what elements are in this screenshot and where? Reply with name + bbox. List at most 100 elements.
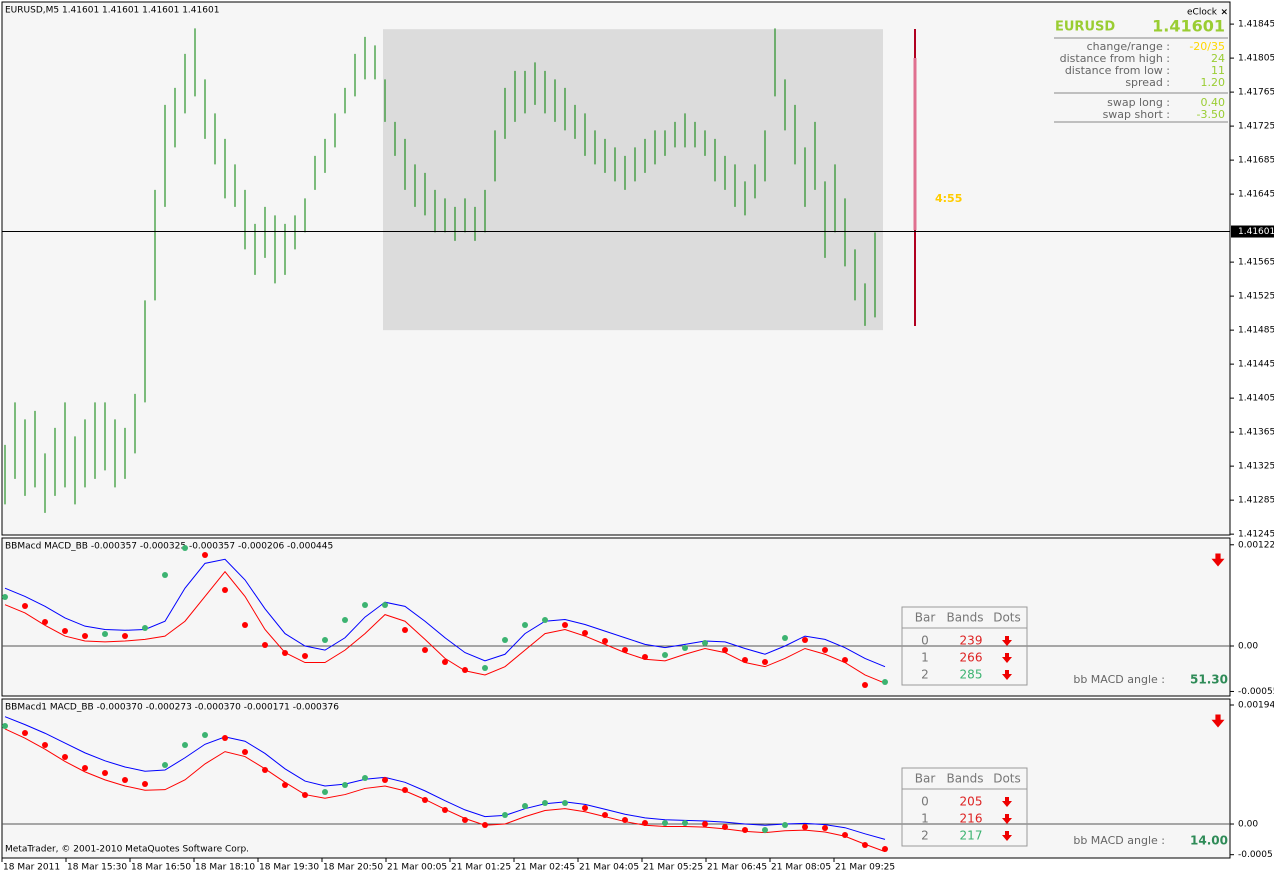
macd-dot (242, 622, 248, 629)
eclock-label: distance from high : (1060, 52, 1170, 65)
x-tick-label: 18 Mar 19:30 (259, 863, 319, 873)
table-bands: 217 (960, 829, 983, 843)
macd-dot (522, 803, 528, 810)
macd-dot (462, 666, 468, 673)
signal-arrow (1211, 553, 1225, 567)
y-tick-label: 0.001225 (1238, 540, 1274, 550)
table-header: Bands (946, 611, 983, 625)
macd-dot (682, 820, 688, 827)
x-tick-label: 18 Mar 20:50 (323, 863, 383, 873)
macd-dot (122, 777, 128, 784)
macd-dot (142, 781, 148, 788)
y-tick-label: -0.00055 (1238, 687, 1274, 697)
macd-dot (862, 841, 868, 848)
macd-dot (162, 762, 168, 769)
macd-dot (762, 827, 768, 834)
eclock-close[interactable]: × (1220, 8, 1228, 18)
x-tick-label: 21 Mar 00:05 (387, 863, 447, 873)
macd-dot (662, 652, 668, 659)
macd-dot (142, 624, 148, 631)
table-bar: 1 (921, 651, 929, 665)
macd-dot (462, 817, 468, 824)
upper-band (4, 716, 886, 840)
macd-dot (562, 800, 568, 807)
signal-arrow (1211, 714, 1225, 728)
macd-dot (82, 633, 88, 640)
macd-dot (762, 659, 768, 666)
macd-dot (102, 770, 108, 777)
macd-dot (122, 633, 128, 640)
macd-dot (822, 646, 828, 653)
macd-dot (342, 616, 348, 623)
eclock-label: distance from low : (1065, 64, 1170, 77)
upper-band (4, 558, 886, 668)
table-header: Dots (993, 772, 1021, 786)
x-tick-label: 21 Mar 06:45 (707, 863, 767, 873)
eclock-value: 24 (1211, 52, 1225, 65)
macd-dot (742, 656, 748, 663)
x-tick-label: 21 Mar 08:05 (771, 863, 831, 873)
y-tick-label: -0.0005 (1238, 850, 1273, 860)
macd-dot (362, 775, 368, 782)
macd-dot (702, 640, 708, 647)
signal-table (901, 606, 1028, 686)
dots-arrow (1002, 831, 1012, 841)
current-price-label: 1.41601 (1238, 227, 1274, 237)
y-tick-label: 1.41485 (1238, 326, 1274, 336)
dots-arrow (1002, 814, 1012, 824)
macd-dot (282, 650, 288, 657)
table-header: Bar (915, 611, 936, 625)
macd-dot (302, 792, 308, 799)
current-price-box (1231, 225, 1274, 238)
dots-arrow (1002, 653, 1012, 663)
macd-dot (562, 622, 568, 629)
macd-panel (1, 537, 1231, 697)
macd-dot (82, 765, 88, 772)
macd-dot (602, 637, 608, 644)
y-tick-label: 0.00 (1238, 820, 1258, 830)
macd-dot (202, 552, 208, 559)
y-tick-label: 1.41725 (1238, 122, 1274, 132)
macd-dot (362, 602, 368, 609)
x-tick-label: 18 Mar 18:10 (195, 863, 255, 873)
macd-dot (842, 831, 848, 838)
table-bands: 285 (960, 668, 983, 682)
y-tick-label: 1.41645 (1238, 190, 1274, 200)
macd-dot (522, 622, 528, 629)
macd-dot (822, 825, 828, 832)
macd-dot (482, 664, 488, 671)
table-bar: 0 (921, 634, 929, 648)
macd-dot (442, 659, 448, 666)
macd-dot (262, 642, 268, 649)
dots-arrow (1002, 670, 1012, 680)
y-tick-label: 1.41245 (1238, 530, 1274, 540)
macd-panel (1, 698, 1231, 859)
footer: MetaTrader, © 2001-2010 MetaQuotes Softw… (5, 845, 249, 855)
macd-dot (62, 754, 68, 761)
table-header: Bar (915, 772, 936, 786)
angle-value: 51.30 (1190, 673, 1228, 687)
macd-dot (622, 646, 628, 653)
macd-dot (402, 626, 408, 633)
macd-dot (322, 788, 328, 795)
macd-dot (622, 817, 628, 824)
macd-dot (242, 749, 248, 755)
angle-label: bb MACD angle : (1073, 673, 1165, 686)
lower-band (4, 570, 886, 684)
eclock-label: spread : (1125, 76, 1170, 89)
macd-dot (2, 723, 8, 730)
macd-dot (722, 824, 728, 831)
macd-dot (542, 616, 548, 623)
y-tick-label: 1.41285 (1238, 496, 1274, 506)
macd-dot (542, 800, 548, 807)
eclock-name: eClock (1187, 8, 1218, 18)
y-tick-label: 1.41365 (1238, 428, 1274, 438)
macd-dot (642, 653, 648, 660)
angle-label: bb MACD angle : (1073, 834, 1165, 847)
y-tick-label: 1.41445 (1238, 360, 1274, 370)
table-bar: 2 (921, 668, 929, 682)
macd-dot (602, 811, 608, 818)
macd-dot (582, 805, 588, 812)
macd-dot (782, 821, 788, 828)
